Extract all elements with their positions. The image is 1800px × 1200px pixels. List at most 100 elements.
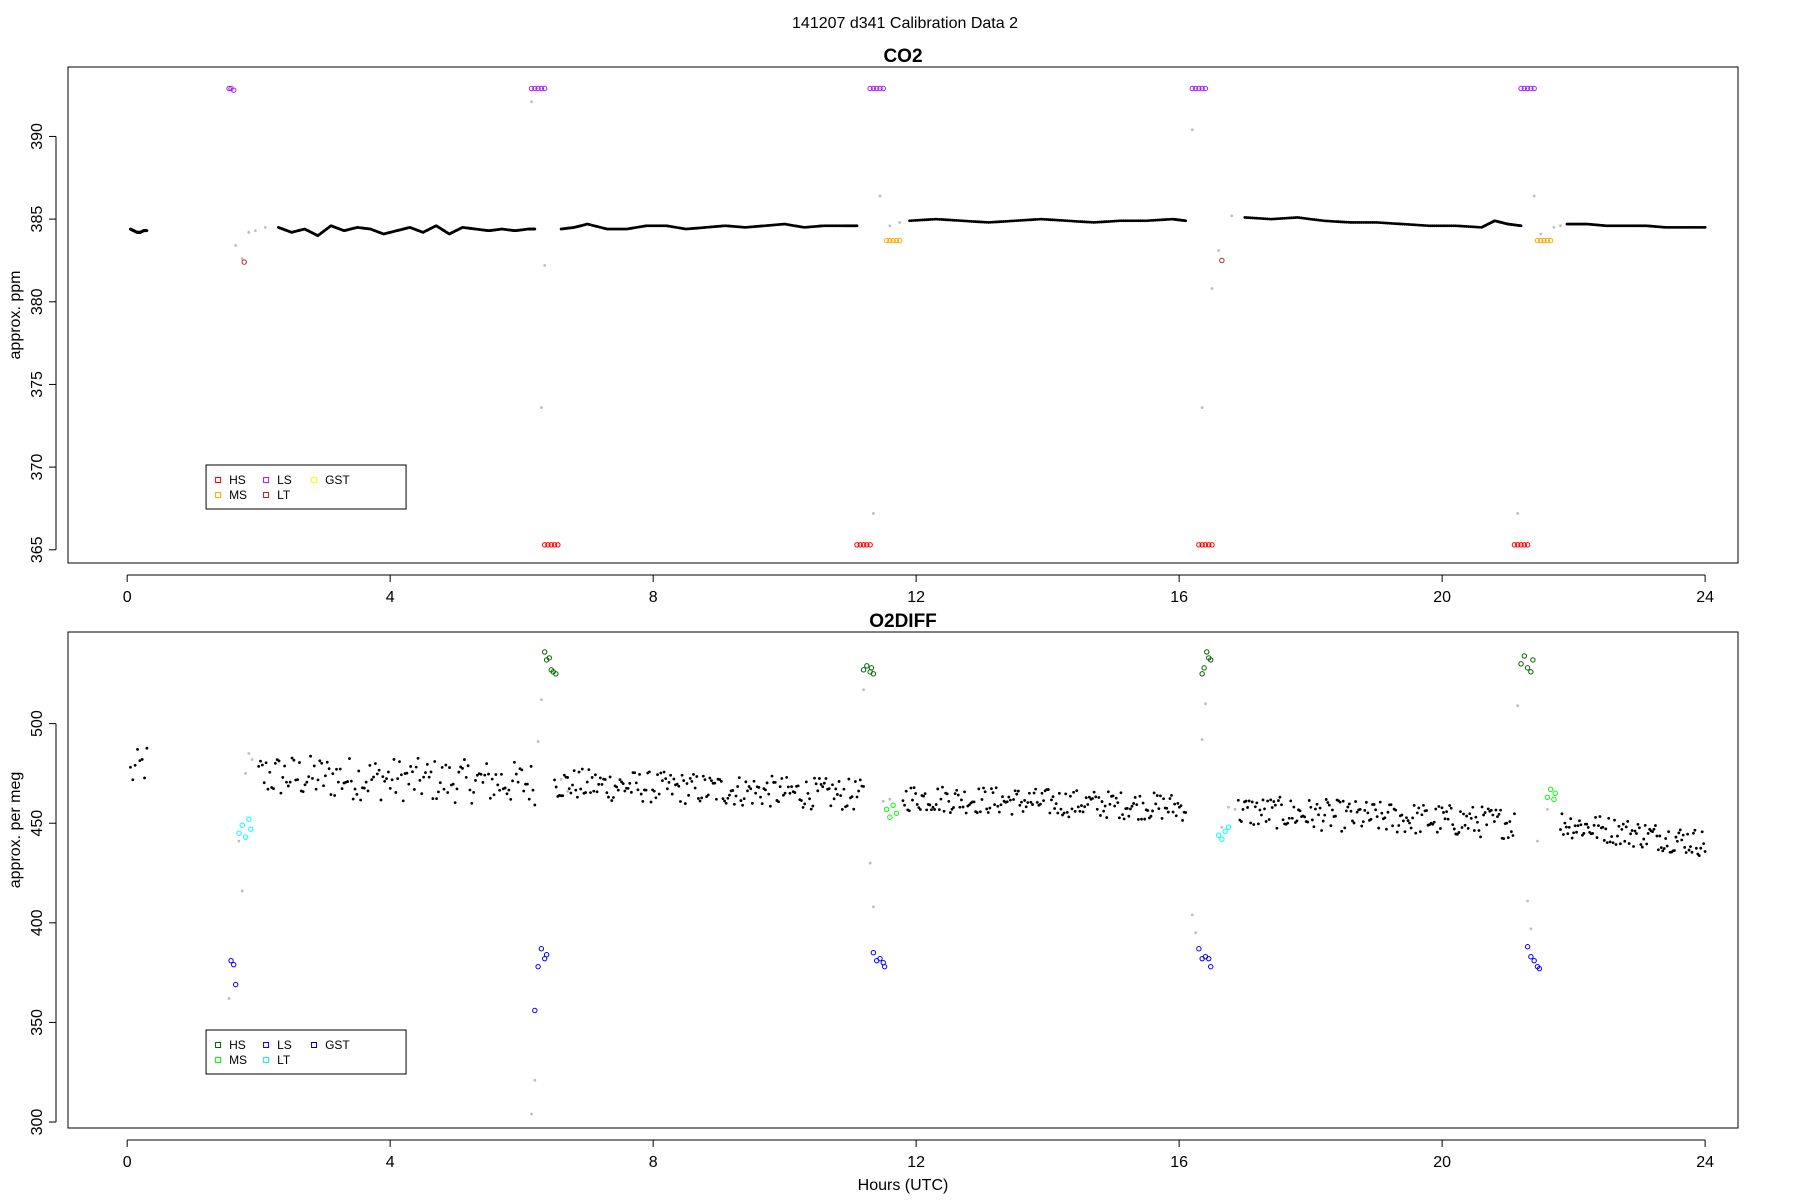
o2diff-sample-point bbox=[1023, 799, 1027, 802]
o2diff-sample-point bbox=[728, 793, 731, 797]
o2diff-hs-point bbox=[868, 665, 875, 671]
o2diff-sample-point bbox=[1582, 831, 1586, 835]
o2diff-sample-point bbox=[1449, 806, 1453, 810]
o2diff-sample-point bbox=[323, 774, 327, 778]
o2diff-sample-point bbox=[335, 767, 338, 771]
o2diff-ls-point bbox=[230, 961, 237, 968]
co2-legend-label: GST bbox=[325, 473, 350, 487]
o2diff-sample-point bbox=[773, 780, 777, 784]
o2diff-sample-point bbox=[1097, 796, 1101, 799]
o2diff-sample-point bbox=[455, 787, 459, 791]
o2diff-hs-point bbox=[1521, 653, 1528, 659]
o2diff-sample-point bbox=[813, 776, 816, 780]
o2diff-sample-point bbox=[1103, 804, 1107, 808]
o2diff-sample-point bbox=[485, 762, 489, 766]
o2diff-sample-point bbox=[1181, 818, 1184, 822]
co2-transition-point bbox=[1516, 512, 1520, 515]
o2diff-sample-point bbox=[1509, 830, 1513, 834]
o2diff-transition-point bbox=[1526, 899, 1530, 903]
o2diff-sample-point bbox=[1108, 802, 1112, 806]
o2diff-sample-point bbox=[1095, 807, 1099, 811]
o2diff-sample-point bbox=[401, 799, 405, 803]
co2-sample-point bbox=[145, 229, 149, 233]
o2diff-sample-point bbox=[461, 767, 464, 770]
o2diff-sample-point bbox=[822, 781, 826, 785]
o2diff-sample-point bbox=[1324, 798, 1328, 801]
o2diff-sample-point bbox=[1569, 817, 1573, 821]
o2diff-sample-point bbox=[1078, 809, 1082, 813]
co2-transition-point bbox=[530, 100, 533, 104]
o2diff-sample-point bbox=[1632, 845, 1635, 848]
o2diff-sample-point bbox=[1032, 791, 1036, 795]
o2diff-sample-point bbox=[605, 791, 609, 795]
o2diff-sample-point bbox=[731, 789, 735, 792]
o2diff-sample-point bbox=[1694, 846, 1698, 850]
o2diff-sample-point bbox=[1480, 805, 1484, 809]
o2diff-sample-point bbox=[1675, 839, 1679, 843]
o2diff-sample-point bbox=[1310, 818, 1314, 822]
o2diff-sample-point bbox=[782, 793, 785, 797]
o2diff-sample-point bbox=[1598, 815, 1602, 818]
o2diff-sample-point bbox=[1395, 830, 1399, 834]
o2diff-sample-point bbox=[1116, 801, 1120, 805]
o2diff-sample-point bbox=[1069, 794, 1072, 798]
o2diff-sample-point bbox=[435, 797, 438, 801]
co2-legend-label: LS bbox=[277, 473, 292, 487]
o2diff-sample-point bbox=[1084, 796, 1088, 800]
o2diff-sample-point bbox=[338, 767, 342, 771]
o2diff-sample-point bbox=[503, 786, 507, 790]
o2diff-sample-point bbox=[589, 791, 592, 795]
o2diff-sample-point bbox=[298, 761, 301, 764]
o2diff-sample-point bbox=[999, 803, 1003, 807]
o2diff-transition-point bbox=[1204, 702, 1207, 706]
co2-transition-point bbox=[543, 264, 547, 267]
o2diff-sample-point bbox=[964, 811, 968, 815]
o2diff-sample-point bbox=[1266, 799, 1270, 803]
o2diff-sample-point bbox=[680, 773, 684, 777]
o2diff-sample-point bbox=[824, 777, 828, 780]
o2diff-sample-point bbox=[636, 788, 640, 792]
o2diff-sample-point bbox=[1570, 836, 1574, 840]
o2diff-sample-point bbox=[850, 795, 854, 799]
o2diff-sample-point bbox=[903, 803, 906, 807]
o2diff-sample-point bbox=[1072, 790, 1075, 794]
o2diff-sample-point bbox=[1562, 833, 1565, 836]
co2-ls-point bbox=[1524, 85, 1531, 92]
o2diff-sample-point bbox=[764, 788, 767, 792]
co2-transition-point bbox=[1217, 249, 1220, 252]
o2diff-sample-point bbox=[487, 772, 490, 776]
o2diff-sample-point bbox=[977, 787, 981, 791]
o2diff-sample-point bbox=[1106, 790, 1110, 794]
o2diff-sample-point bbox=[1380, 811, 1384, 815]
o2diff-sample-point bbox=[687, 793, 691, 797]
o2diff-sample-point bbox=[956, 793, 960, 797]
o2diff-sample-point bbox=[370, 778, 374, 781]
o2diff-sample-point bbox=[1645, 842, 1649, 846]
o2diff-sample-point bbox=[1318, 806, 1322, 810]
co2-hs-point bbox=[545, 542, 551, 548]
o2diff-sample-point bbox=[948, 811, 952, 814]
o2diff-sample-point bbox=[911, 798, 914, 802]
o2diff-sample-point bbox=[1566, 832, 1570, 836]
o2diff-sample-point bbox=[340, 787, 344, 791]
co2-ms-point bbox=[887, 237, 893, 244]
o2diff-legend-label: MS bbox=[229, 1053, 247, 1067]
o2diff-sample-point bbox=[1157, 807, 1161, 811]
o2diff-sample-point bbox=[1665, 844, 1669, 848]
o2diff-sample-point bbox=[654, 796, 658, 800]
o2diff-sample-point bbox=[1166, 810, 1170, 814]
o2diff-lt-point bbox=[236, 830, 242, 836]
o2diff-sample-point bbox=[695, 775, 699, 778]
o2diff-sample-point bbox=[1642, 837, 1646, 841]
o2diff-sample-point bbox=[1005, 800, 1009, 804]
o2diff-sample-point bbox=[1143, 817, 1147, 821]
o2diff-sample-point bbox=[978, 810, 982, 814]
o2diff-sample-point bbox=[652, 789, 656, 793]
o2diff-sample-point bbox=[475, 773, 479, 777]
o2diff-ls-point bbox=[1208, 963, 1214, 970]
o2diff-sample-point bbox=[355, 792, 359, 796]
o2diff-transition-point bbox=[888, 797, 892, 801]
o2diff-sample-point bbox=[372, 775, 375, 779]
o2diff-sample-point bbox=[462, 758, 466, 761]
o2diff-sample-point bbox=[1065, 810, 1069, 814]
